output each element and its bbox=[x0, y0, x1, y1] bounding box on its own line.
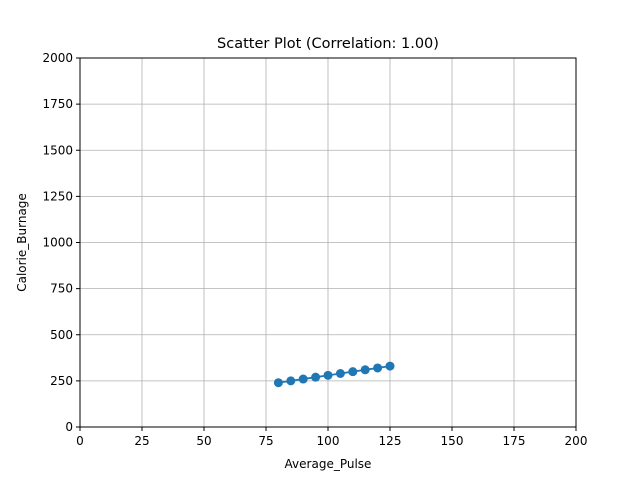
x-tick-label: 175 bbox=[503, 434, 526, 448]
y-axis-ticks: 0 250 500 750 1000 1250 1500 1750 2000 bbox=[42, 51, 80, 434]
x-tick-label: 200 bbox=[565, 434, 588, 448]
data-point bbox=[298, 374, 308, 384]
data-point bbox=[348, 367, 358, 377]
x-axis-label: Average_Pulse bbox=[285, 457, 372, 471]
data-point bbox=[311, 372, 321, 382]
y-tick-label: 1750 bbox=[42, 97, 73, 111]
x-tick-label: 125 bbox=[379, 434, 402, 448]
data-point bbox=[273, 378, 283, 388]
x-tick-label: 100 bbox=[317, 434, 340, 448]
y-tick-label: 1000 bbox=[42, 236, 73, 250]
series-line bbox=[278, 365, 391, 384]
data-point bbox=[385, 361, 395, 371]
y-tick-label: 250 bbox=[50, 374, 73, 388]
y-tick-label: 500 bbox=[50, 328, 73, 342]
chart-title: Scatter Plot (Correlation: 1.00) bbox=[217, 36, 439, 52]
x-tick-label: 25 bbox=[134, 434, 149, 448]
y-tick-label: 1500 bbox=[42, 143, 73, 157]
data-point bbox=[373, 363, 383, 373]
y-tick-label: 750 bbox=[50, 282, 73, 296]
x-tick-label: 50 bbox=[196, 434, 211, 448]
x-tick-label: 0 bbox=[76, 434, 84, 448]
x-tick-label: 75 bbox=[258, 434, 273, 448]
data-point bbox=[335, 368, 345, 378]
data-point bbox=[323, 370, 333, 380]
y-tick-label: 1250 bbox=[42, 189, 73, 203]
data-series bbox=[273, 361, 395, 388]
y-tick-label: 0 bbox=[65, 420, 73, 434]
data-point bbox=[360, 365, 370, 375]
data-point bbox=[286, 376, 296, 386]
x-tick-label: 150 bbox=[441, 434, 464, 448]
y-tick-label: 2000 bbox=[42, 51, 73, 65]
x-axis-ticks: 0 25 50 75 100 125 150 175 200 bbox=[76, 427, 587, 448]
y-axis-label: Calorie_Burnage bbox=[15, 193, 29, 292]
